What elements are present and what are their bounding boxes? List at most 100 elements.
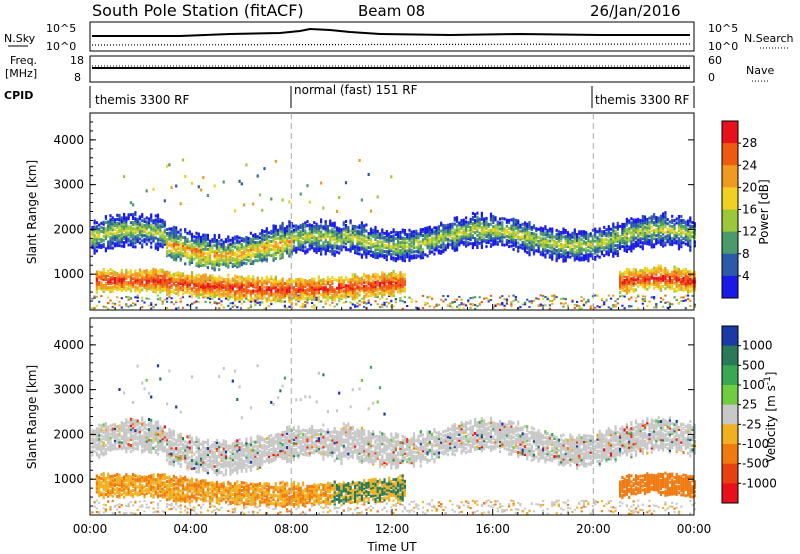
echo-cell [544,231,547,235]
echo-cell [621,230,624,234]
echo-cell [474,219,477,222]
echo-cell [383,278,386,282]
echo-cell [98,272,101,276]
scatter-cell [415,306,418,309]
echo-cell [412,238,416,242]
echo-cell [252,234,255,237]
echo-cell [363,252,366,256]
scatter-cell [594,294,597,297]
echo-cell [426,228,429,232]
echo-cell [351,236,354,240]
echo-cell [532,250,536,254]
scatter-cell [385,305,388,308]
echo-cell [542,237,545,241]
echo-cell [286,225,289,229]
echo-cell [390,231,393,234]
echo-cell [141,276,144,280]
echo-cell [354,251,357,255]
echo-cell [417,240,420,244]
echo-cell [109,224,112,228]
echo-cell [363,230,366,234]
echo-cell [104,231,107,235]
scatter-cell [102,305,105,308]
sparse-echo [200,188,203,192]
scatter-cell [249,306,252,309]
echo-cell [299,224,302,228]
echo-cell [435,230,438,234]
echo-cell [351,283,354,287]
scatter-cell [544,304,547,307]
echo-cell [378,281,382,285]
echo-cell [134,281,137,285]
echo-cell [249,247,252,251]
echo-cell [190,275,194,279]
echo-cell [261,284,264,288]
cpid-segment-1: themis 3300 RF [95,93,189,107]
echo-cell [356,287,359,291]
echo-cell [311,226,314,230]
echo-cell [598,245,601,249]
echo-cell [313,231,316,235]
scatter-cell [335,303,339,306]
echo-cell [254,233,257,236]
echo-cell [306,280,309,284]
echo-cell [152,237,155,241]
echo-cell [322,288,325,292]
echo-cell [607,239,610,243]
scatter-cell [388,302,391,305]
echo-cell [331,281,334,285]
echo-cell [234,282,237,286]
echo-cell [542,249,545,253]
echo-cell [356,281,359,285]
echo-cell [596,238,599,242]
echo-cell [100,271,103,275]
echo-cell [267,251,271,255]
echo-cell [249,255,252,259]
echo-cell [612,242,615,246]
echo-cell [476,217,479,221]
echo-cell [159,220,162,224]
echo-cell [229,256,232,260]
echo-cell [234,253,237,257]
echo-cell [129,289,132,293]
echo-cell [170,276,173,280]
echo-cell [197,279,200,283]
echo-cell [344,276,348,280]
echo-cell [267,298,271,302]
echo-cell [127,237,130,241]
echo-cell [508,227,511,230]
echo-cell [551,251,554,255]
echo-cell [147,235,151,239]
echo-cell [374,274,377,278]
echo-cell [619,280,622,284]
echo-cell [530,238,533,241]
echo-cell [272,244,275,248]
echo-cell [639,283,642,287]
echo-cell [125,274,128,278]
echo-cell [156,225,160,229]
scatter-cell [154,303,157,306]
echo-cell [632,277,635,281]
echo-cell [338,278,341,282]
echo-cell [485,241,488,245]
echo-cell [209,239,212,243]
echo-cell [331,232,334,236]
echo-cell [628,290,631,294]
echo-cell [557,252,560,256]
echo-cell [263,258,266,262]
echo-cell [521,230,524,234]
echo-cell [555,237,558,240]
echo-cell [331,248,334,252]
echo-cell [215,257,218,261]
echo-cell [213,284,216,288]
echo-cell [91,230,94,233]
echo-cell [646,240,649,244]
echo-cell [118,234,121,238]
echo-cell [630,239,633,243]
echo-cell [383,256,386,260]
echo-cell [594,233,597,237]
echo-cell [390,276,393,280]
echo-cell [381,252,384,256]
echo-cell [175,226,178,230]
echo-cell [519,225,522,229]
